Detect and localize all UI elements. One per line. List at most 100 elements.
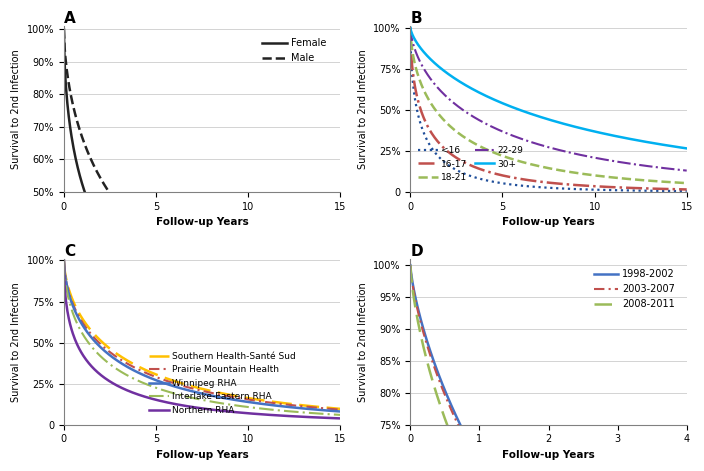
- 16-17: [439, 145, 448, 151]
- 16-17: [607, 184, 615, 190]
- Winnipeg RHA: [150, 377, 158, 382]
- 22-29: [515, 136, 524, 141]
- Winnipeg RHA: [169, 383, 177, 389]
- 22-29: [496, 128, 505, 133]
- Text: B: B: [410, 11, 422, 26]
- Y-axis label: Survival to 2nd Infection: Survival to 2nd Infection: [358, 49, 367, 169]
- Line: Male: Male: [64, 29, 340, 313]
- Line: Northern RHA: Northern RHA: [64, 260, 340, 418]
- Northern RHA: [60, 258, 68, 263]
- 30+: [682, 146, 691, 151]
- Y-axis label: Survival to 2nd Infection: Survival to 2nd Infection: [358, 282, 367, 402]
- Text: D: D: [410, 244, 423, 259]
- Prairie Mountain Health: [60, 258, 68, 263]
- Southern Health-Santé Sud: [60, 258, 68, 263]
- 16-17: [515, 176, 524, 182]
- Winnipeg RHA: [93, 341, 101, 347]
- Prairie Mountain Health: [169, 380, 177, 386]
- Southern Health-Santé Sud: [169, 378, 177, 383]
- Male: [336, 310, 344, 316]
- Line: <16: <16: [410, 28, 686, 191]
- 1998-2002: [439, 384, 448, 390]
- Southern Health-Santé Sud: [336, 406, 344, 412]
- 18-21: [580, 171, 589, 177]
- Female: [336, 333, 344, 339]
- Prairie Mountain Health: [336, 407, 344, 413]
- Male: [259, 292, 268, 298]
- Line: Interlake-Eastern RHA: Interlake-Eastern RHA: [64, 260, 340, 415]
- Winnipeg RHA: [336, 409, 344, 414]
- Northern RHA: [169, 401, 177, 406]
- 18-21: [496, 152, 505, 158]
- Interlake-Eastern RHA: [60, 258, 68, 263]
- Winnipeg RHA: [259, 401, 268, 407]
- Northern RHA: [259, 412, 268, 417]
- 18-21: [439, 117, 448, 122]
- Line: 16-17: 16-17: [410, 28, 686, 189]
- Interlake-Eastern RHA: [336, 412, 344, 418]
- Female: [93, 219, 101, 225]
- <16: [406, 25, 415, 31]
- <16: [607, 187, 615, 193]
- Line: Female: Female: [64, 29, 340, 336]
- Line: 30+: 30+: [410, 28, 686, 148]
- 2008-2011: [439, 412, 448, 418]
- <16: [682, 188, 691, 194]
- 18-21: [515, 159, 524, 164]
- Female: [234, 317, 242, 322]
- 30+: [515, 107, 524, 113]
- 30+: [439, 68, 448, 73]
- Male: [234, 283, 242, 289]
- Legend: Female, Male: Female, Male: [258, 34, 330, 67]
- 30+: [406, 25, 415, 31]
- Legend: Southern Health-Santé Sud, Prairie Mountain Health, Winnipeg RHA, Interlake-East: Southern Health-Santé Sud, Prairie Mount…: [146, 348, 299, 418]
- Female: [259, 322, 268, 328]
- 30+: [607, 132, 615, 138]
- Prairie Mountain Health: [93, 338, 101, 344]
- 2003-2007: [439, 389, 448, 395]
- Northern RHA: [336, 415, 344, 421]
- 22-29: [605, 158, 614, 163]
- Text: C: C: [64, 244, 75, 259]
- 22-29: [406, 25, 415, 31]
- Female: [150, 283, 158, 288]
- Winnipeg RHA: [60, 258, 68, 263]
- Interlake-Eastern RHA: [234, 403, 242, 408]
- Line: Southern Health-Santé Sud: Southern Health-Santé Sud: [64, 260, 340, 409]
- Male: [60, 26, 68, 32]
- 22-29: [439, 91, 448, 97]
- Prairie Mountain Health: [260, 399, 269, 405]
- Interlake-Eastern RHA: [93, 350, 101, 356]
- Southern Health-Santé Sud: [150, 371, 158, 376]
- 1998-2002: [406, 262, 415, 268]
- Line: 22-29: 22-29: [410, 28, 686, 171]
- Line: 2003-2007: 2003-2007: [410, 265, 686, 471]
- Northern RHA: [150, 397, 158, 402]
- Line: 18-21: 18-21: [410, 28, 686, 183]
- Winnipeg RHA: [260, 401, 269, 407]
- <16: [580, 187, 589, 192]
- 22-29: [580, 153, 589, 159]
- Northern RHA: [93, 369, 101, 375]
- Southern Health-Santé Sud: [259, 398, 268, 403]
- Interlake-Eastern RHA: [260, 406, 269, 412]
- 22-29: [682, 168, 691, 173]
- Southern Health-Santé Sud: [260, 398, 269, 404]
- X-axis label: Follow-up Years: Follow-up Years: [502, 450, 595, 460]
- Legend: <16, 16-17, 18-21, 22-29, 30+: <16, 16-17, 18-21, 22-29, 30+: [415, 142, 527, 186]
- Interlake-Eastern RHA: [259, 406, 268, 412]
- 16-17: [496, 172, 505, 178]
- 18-21: [605, 174, 614, 180]
- Line: Prairie Mountain Health: Prairie Mountain Health: [64, 260, 340, 410]
- X-axis label: Follow-up Years: Follow-up Years: [502, 217, 595, 227]
- Text: A: A: [64, 11, 75, 26]
- 16-17: [406, 25, 415, 31]
- 22-29: [607, 158, 615, 163]
- Female: [260, 323, 269, 328]
- 30+: [580, 126, 589, 132]
- 18-21: [682, 180, 691, 186]
- Winnipeg RHA: [234, 398, 242, 403]
- 30+: [605, 132, 614, 138]
- Line: 2008-2011: 2008-2011: [410, 265, 686, 471]
- Northern RHA: [260, 412, 269, 417]
